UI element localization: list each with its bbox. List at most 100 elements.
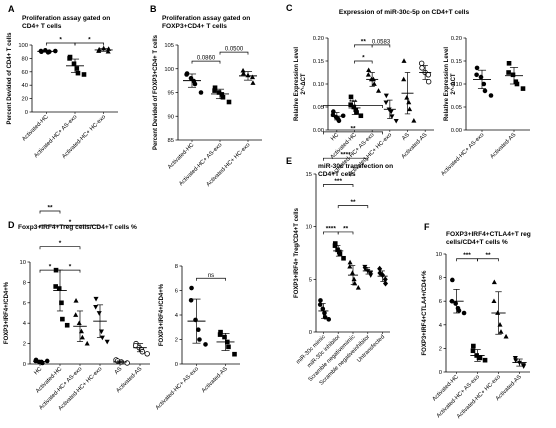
y-axis-label: Percent Devided of CD4+ T cells (7, 32, 13, 125)
data-point (93, 305, 99, 310)
y-tick-label: 105 (164, 43, 174, 49)
data-point (196, 327, 201, 333)
data-point (226, 99, 232, 105)
y-tick-label: 0 (23, 362, 26, 368)
significance-bracket (39, 210, 61, 214)
y-tick-label: 0.15 (313, 59, 324, 65)
significance-label: ** (485, 252, 491, 259)
data-point (450, 277, 455, 283)
panel-title-b: FOXP3+CD4+ T cells (162, 23, 227, 30)
panel-letter-d: D (8, 220, 15, 230)
data-point (222, 334, 227, 340)
data-point (351, 104, 357, 110)
significance-label: ** (350, 199, 356, 206)
data-point (197, 337, 202, 342)
panel-title-f: cells/CD4+T cells % (446, 239, 508, 246)
x-tick-label: Activated-HC (21, 114, 49, 142)
data-point (488, 93, 494, 98)
data-point (341, 255, 346, 261)
significance-bracket (74, 42, 105, 46)
data-point (320, 306, 326, 312)
significance-bracket (59, 269, 81, 273)
y-tick-label: 90 (168, 114, 174, 120)
significance-label: *** (349, 99, 357, 106)
x-tick-label: HC (33, 366, 43, 376)
y-tick-label: 0 (25, 110, 28, 116)
significance-label: * (49, 264, 52, 271)
y-tick-label: 15 (306, 172, 312, 178)
data-point (104, 339, 110, 345)
panel-c1: 0.000.050.100.150.20HCActivated-HCActiva… (294, 36, 434, 178)
data-point (354, 110, 359, 115)
data-point (232, 351, 237, 357)
data-point (386, 107, 392, 113)
y-tick-label: 100 (164, 67, 174, 73)
data-point (411, 118, 417, 123)
data-point (419, 65, 425, 71)
data-point (59, 300, 64, 306)
data-point (332, 243, 338, 248)
panel-title-a: Proliferation assay gated on (22, 15, 110, 22)
significance-bracket (323, 184, 354, 188)
panel-title-c: Expression of miR-30c-5p on CD4+T cells (339, 9, 470, 16)
data-point (81, 72, 87, 77)
significance-label: * (362, 55, 365, 62)
y-tick-label: 2 (439, 346, 442, 352)
panel-title-b: Proliferation assay gated on (162, 15, 250, 22)
y-tick-label: 10 (436, 252, 442, 258)
y-tick-label: 0.20 (451, 36, 462, 42)
data-point (506, 61, 512, 66)
y-tick-label: 0.10 (451, 82, 462, 88)
y-axis-label: FOXP3+IRF4+ Treg/CD4+T cells (294, 207, 300, 298)
significance-bracket (337, 231, 354, 235)
y-tick-label: 0 (439, 370, 442, 376)
data-point (375, 88, 382, 93)
data-point (124, 360, 130, 366)
data-point (226, 344, 231, 350)
data-point (336, 118, 342, 124)
y-tick-label: 0.10 (313, 82, 324, 88)
significance-bracket (371, 44, 391, 48)
significance-label: * (69, 264, 72, 271)
data-point (503, 333, 509, 339)
y-tick-label: 10 (306, 225, 312, 231)
panel-letter-b: B (150, 4, 157, 14)
significance-bracket (354, 60, 373, 64)
y-axis-label: Percent Devided of FOXP3+CD4+ T cells (153, 34, 159, 150)
data-point (93, 296, 99, 302)
y-tick-label: 5 (309, 277, 312, 283)
significance-bracket (191, 60, 221, 64)
data-point (79, 334, 85, 340)
data-point (326, 317, 332, 322)
y-tick-label: 40 (22, 83, 28, 89)
data-point (351, 276, 357, 282)
data-point (64, 322, 70, 328)
significance-bracket (323, 105, 383, 109)
panel-d2: 0 2 4 6 8 Activated-HC+ AS-exo Activated-AS FOX… (155, 264, 240, 411)
x-tick-label: AS (401, 132, 411, 142)
x-tick-label: Activated-AS (489, 132, 517, 160)
data-point (510, 72, 516, 78)
data-point (393, 118, 399, 124)
data-point (461, 310, 467, 316)
data-point (347, 263, 353, 269)
data-point (389, 114, 395, 119)
data-point (218, 329, 223, 335)
y-tick-label: 0 (309, 330, 312, 336)
significance-label: 0.0583 (372, 39, 391, 45)
significance-bracket (477, 258, 499, 262)
data-point (470, 348, 476, 354)
panel-title-d: Foxp3+IRF4+Treg cells/CD4+T cells % (18, 224, 137, 231)
data-point (96, 46, 102, 52)
y-tick-label: 0.00 (451, 128, 462, 134)
y-axis-label: FOXP3+IRF4+CTLA4+/CD4+% (422, 270, 428, 356)
data-point (512, 356, 518, 361)
data-point (355, 285, 361, 290)
y-tick-label: 4 (23, 321, 27, 327)
data-point (383, 280, 389, 287)
data-point (498, 329, 504, 334)
y-tick-label: 2 (175, 338, 178, 344)
